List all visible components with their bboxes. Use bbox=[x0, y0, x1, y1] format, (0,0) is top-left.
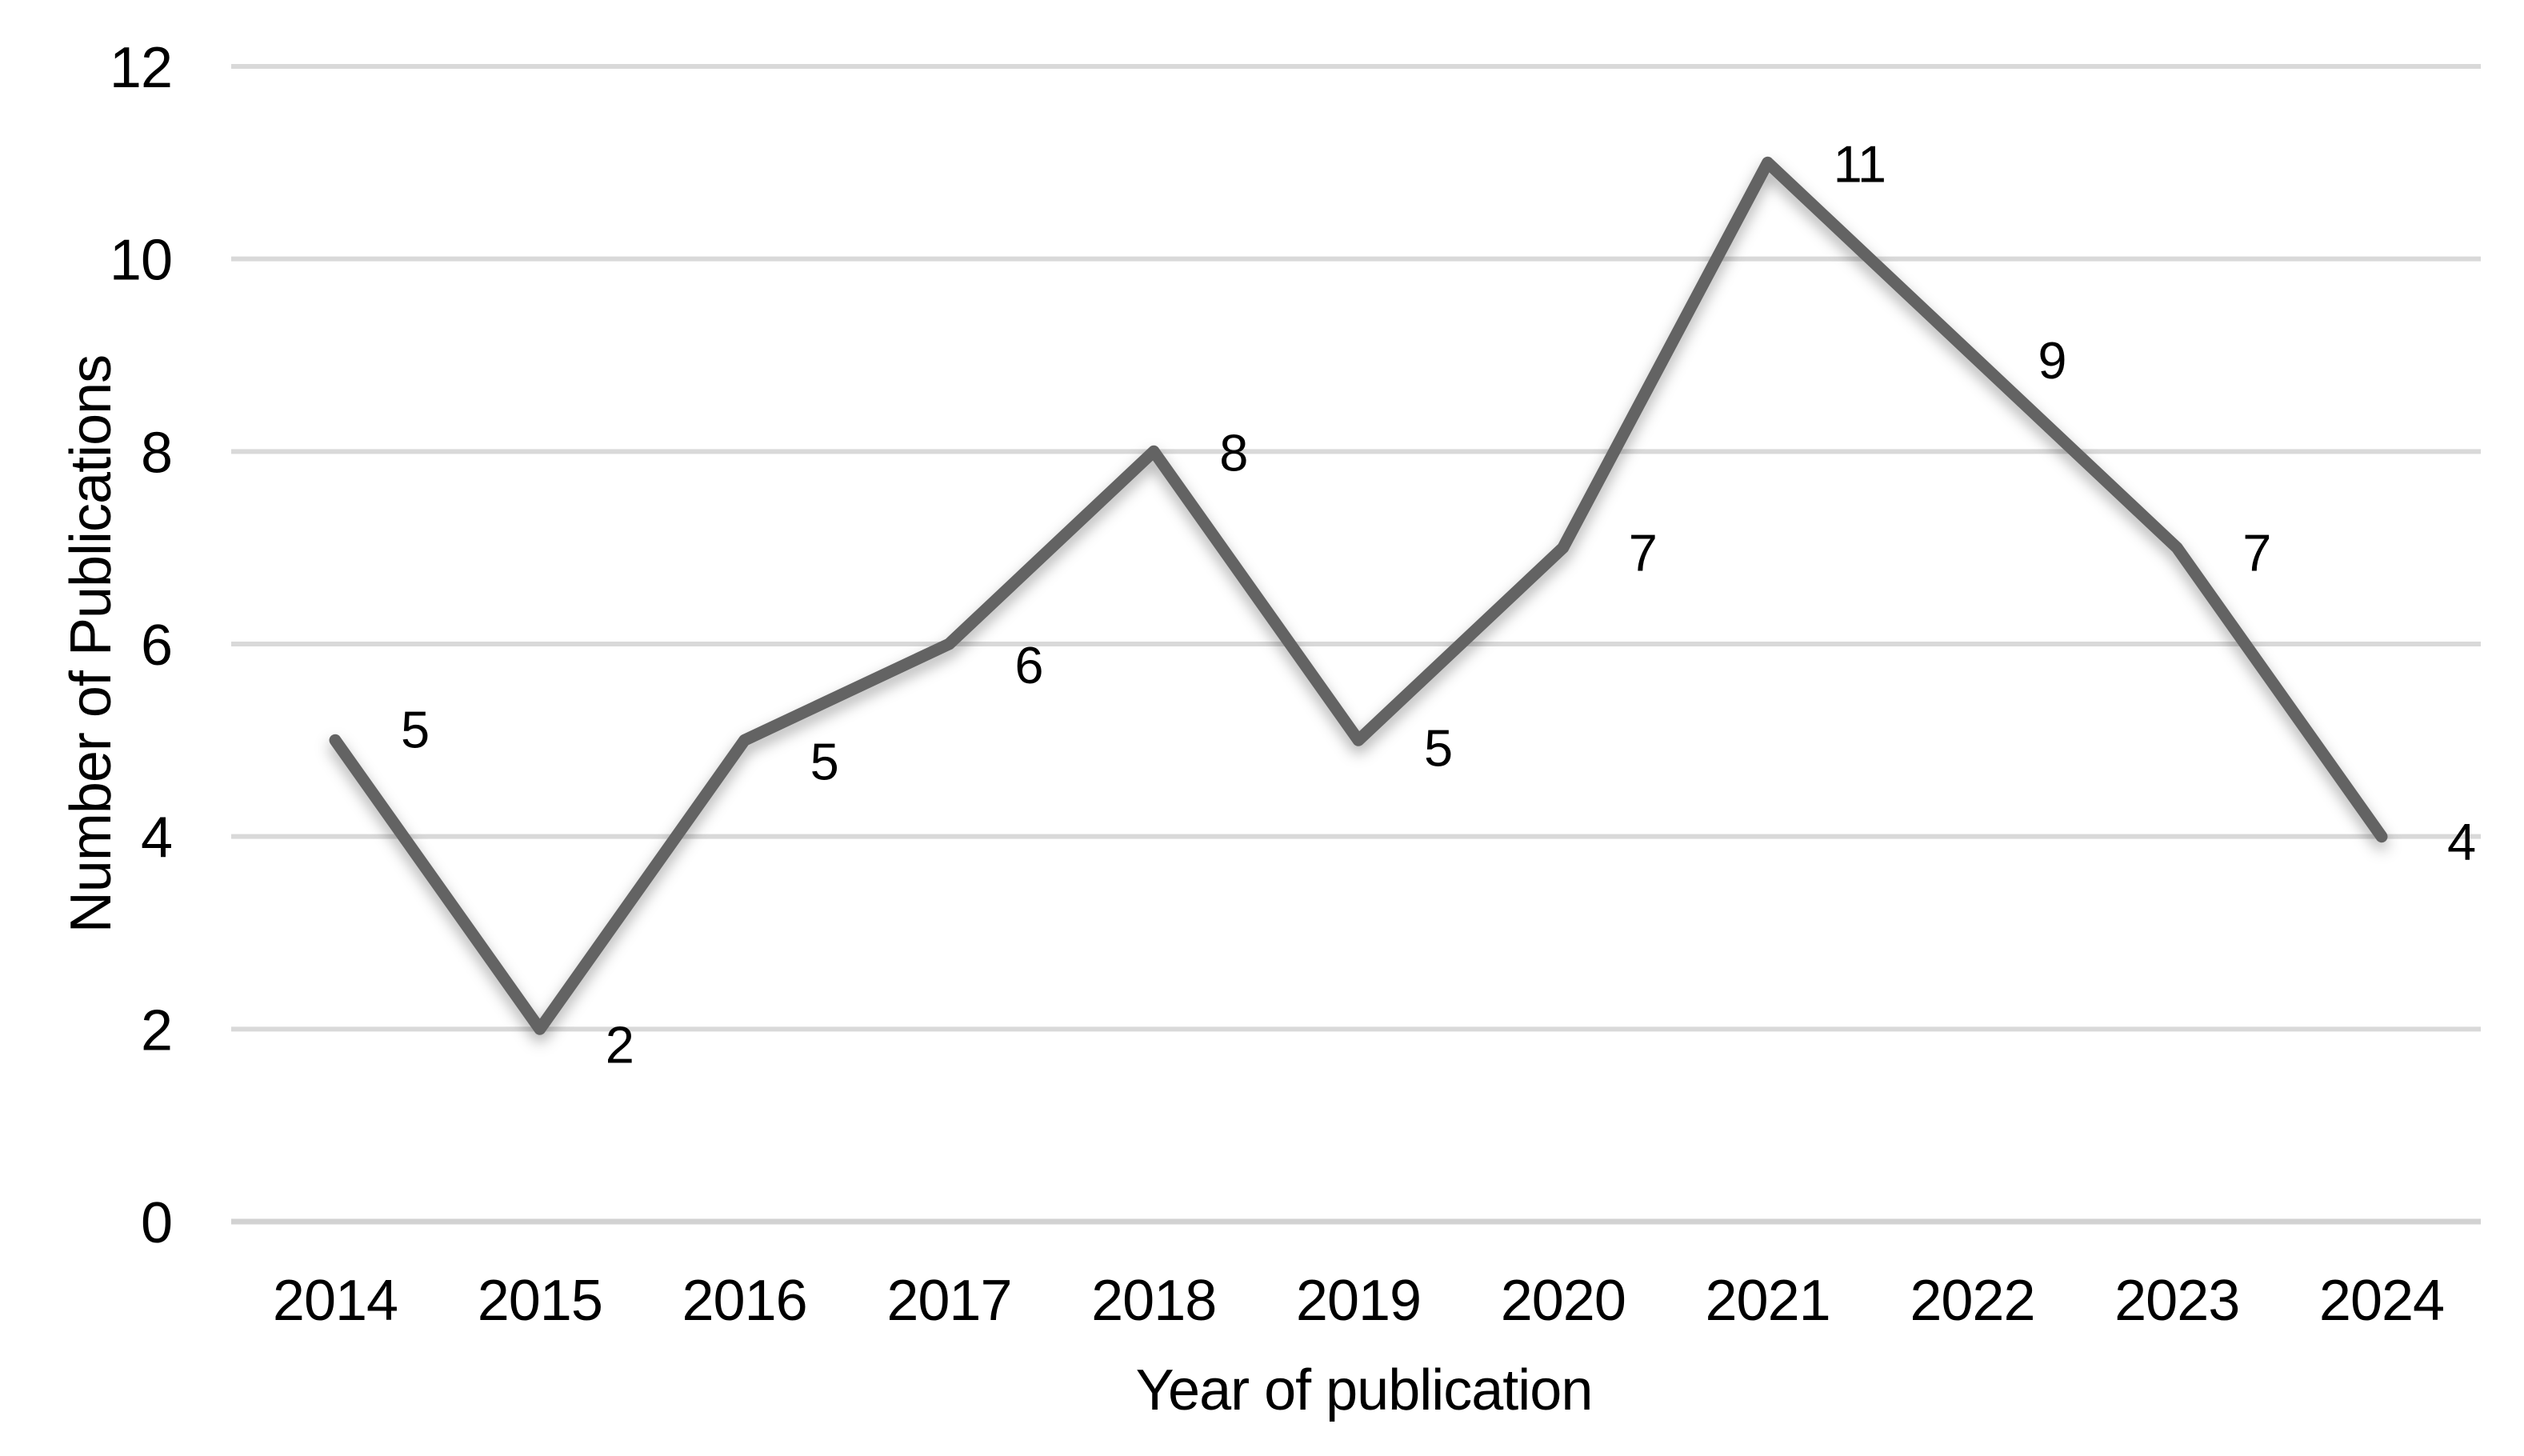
y-tick-label: 12 bbox=[110, 36, 172, 100]
x-tick-label: 2018 bbox=[1091, 1269, 1216, 1333]
data-label: 7 bbox=[1629, 524, 1657, 582]
data-labels: 5 2 5 6 8 5 7 11 9 7 4 bbox=[401, 134, 2476, 1074]
x-tick-label: 2023 bbox=[2114, 1269, 2239, 1333]
y-tick-label: 8 bbox=[141, 421, 172, 485]
y-tick-label: 0 bbox=[141, 1191, 172, 1255]
y-tick-label: 6 bbox=[141, 614, 172, 678]
x-tick-label: 2017 bbox=[886, 1269, 1011, 1333]
data-label: 7 bbox=[2242, 524, 2270, 582]
x-tick-label: 2014 bbox=[273, 1269, 398, 1333]
y-axis-title: Number of Publications bbox=[59, 355, 123, 933]
y-tick-label: 4 bbox=[141, 806, 172, 870]
x-tick-label: 2022 bbox=[1910, 1269, 2034, 1333]
y-tick-label: 2 bbox=[141, 998, 172, 1062]
data-label: 5 bbox=[810, 732, 838, 790]
x-tick-label: 2019 bbox=[1296, 1269, 1421, 1333]
x-tick-label: 2016 bbox=[682, 1269, 807, 1333]
data-label: 2 bbox=[606, 1015, 634, 1074]
data-label: 4 bbox=[2447, 813, 2475, 871]
x-tick-label: 2015 bbox=[478, 1269, 602, 1333]
x-axis-tick-labels: 2014 2015 2016 2017 2018 2019 2020 2021 2022 2023… bbox=[273, 1269, 2445, 1333]
x-tick-label: 2020 bbox=[1501, 1269, 1626, 1333]
data-label: 9 bbox=[2038, 331, 2066, 390]
x-axis-title: Year of publication bbox=[1136, 1358, 1593, 1422]
data-label: 5 bbox=[1424, 718, 1452, 777]
x-tick-label: 2024 bbox=[2319, 1269, 2444, 1333]
series-line bbox=[329, 156, 2388, 1035]
data-label: 6 bbox=[1014, 636, 1042, 694]
data-label: 11 bbox=[1834, 134, 1886, 193]
y-tick-label: 10 bbox=[110, 229, 172, 293]
data-label: 5 bbox=[401, 700, 429, 758]
y-axis-tick-labels: 0 2 4 6 8 10 12 bbox=[110, 36, 173, 1255]
x-tick-label: 2021 bbox=[1706, 1269, 1830, 1333]
gridlines bbox=[231, 64, 2481, 1225]
data-label: 8 bbox=[1219, 423, 1247, 482]
